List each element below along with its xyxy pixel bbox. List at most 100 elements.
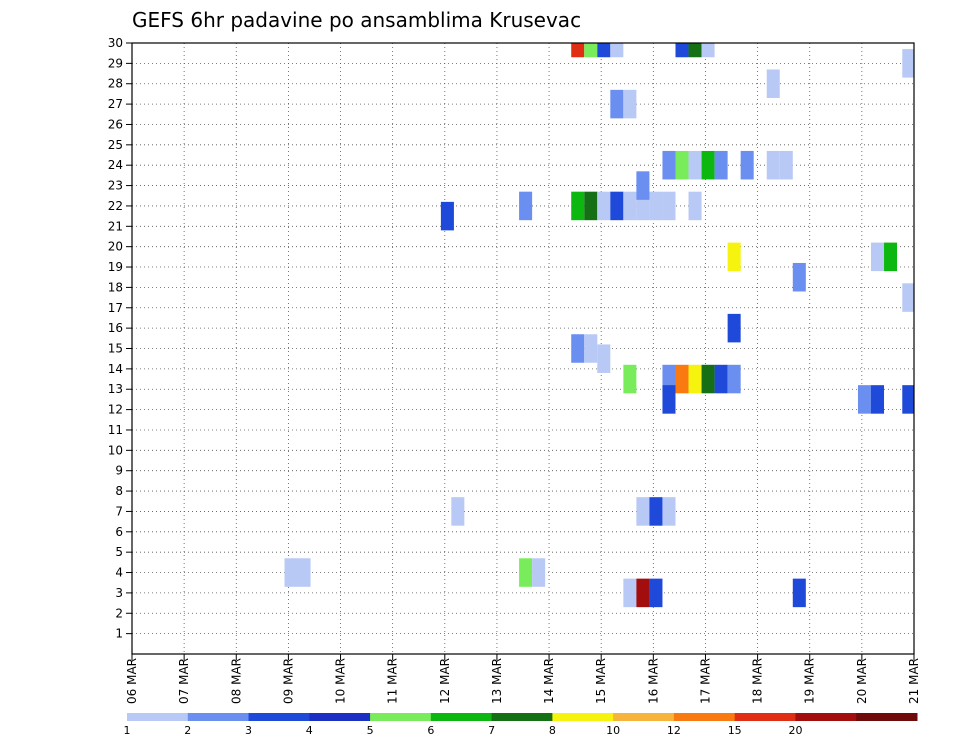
y-tick-label: 18 xyxy=(108,280,123,294)
x-tick-label: 19 MAR xyxy=(803,658,817,704)
y-tick-label: 19 xyxy=(108,260,123,274)
legend-swatch xyxy=(734,713,796,721)
data-cell xyxy=(675,364,689,394)
data-cell xyxy=(662,150,676,180)
legend-swatch xyxy=(430,713,493,721)
y-tick-label: 8 xyxy=(115,484,123,498)
chart-title: GEFS 6hr padavine po ansamblima Krusevac xyxy=(132,8,581,32)
y-tick-label: 27 xyxy=(108,97,123,111)
legend-label: 6 xyxy=(427,724,434,737)
legend-label: 4 xyxy=(306,724,313,737)
data-cell xyxy=(884,242,898,272)
legend-swatch xyxy=(673,713,736,721)
legend-label: 8 xyxy=(549,724,556,737)
y-tick-label: 21 xyxy=(108,219,123,233)
legend-swatch xyxy=(309,713,371,721)
x-tick-label: 11 MAR xyxy=(386,658,400,704)
y-tick-label: 17 xyxy=(108,301,123,315)
legend-swatch xyxy=(613,713,675,721)
data-cell xyxy=(284,558,298,587)
y-tick-label: 16 xyxy=(108,321,123,335)
data-cell xyxy=(714,364,728,394)
x-tick-label: 13 MAR xyxy=(490,658,504,704)
data-cell xyxy=(623,364,637,394)
data-cell xyxy=(688,43,702,58)
data-cell xyxy=(649,497,663,526)
legend-label: 7 xyxy=(488,724,495,737)
y-tick-label: 23 xyxy=(108,179,123,193)
y-tick-label: 26 xyxy=(108,117,123,131)
y-tick-label: 13 xyxy=(108,382,123,396)
data-cell xyxy=(688,150,702,180)
y-tick-label: 10 xyxy=(108,443,123,457)
data-cell xyxy=(701,150,715,180)
data-cell xyxy=(902,385,914,414)
data-cell xyxy=(675,150,689,180)
data-cell xyxy=(727,364,741,394)
data-cell xyxy=(584,191,598,221)
data-cell xyxy=(649,191,663,221)
data-cell xyxy=(571,43,585,58)
legend-swatch xyxy=(491,713,553,721)
legend-label: 10 xyxy=(606,724,620,737)
legend-swatch xyxy=(187,713,250,721)
x-tick-label: 09 MAR xyxy=(281,658,295,704)
data-cell xyxy=(440,201,454,231)
x-tick-label: 16 MAR xyxy=(646,658,660,704)
data-cell xyxy=(623,191,637,221)
data-cell xyxy=(519,558,533,587)
legend-swatch xyxy=(552,713,614,721)
data-cell xyxy=(727,242,741,272)
data-cell xyxy=(636,171,650,200)
data-cell xyxy=(662,385,676,414)
y-tick-label: 9 xyxy=(115,464,123,478)
legend-label: 3 xyxy=(245,724,252,737)
legend-label: 5 xyxy=(367,724,374,737)
x-tick-label: 21 MAR xyxy=(907,658,921,704)
legend-swatch xyxy=(795,713,857,721)
x-tick-label: 17 MAR xyxy=(698,658,712,704)
data-cell xyxy=(571,334,585,363)
y-tick-label: 5 xyxy=(115,545,123,559)
x-tick-label: 15 MAR xyxy=(594,658,608,704)
legend-label: 20 xyxy=(788,724,802,737)
data-cell xyxy=(597,191,611,221)
legend-swatch xyxy=(127,713,189,721)
data-cell xyxy=(727,313,741,343)
x-tick-label: 08 MAR xyxy=(229,658,243,704)
y-tick-label: 6 xyxy=(115,525,123,539)
legend-swatch xyxy=(370,713,432,721)
y-tick-label: 15 xyxy=(108,342,123,356)
x-tick-label: 18 MAR xyxy=(751,658,765,704)
y-tick-label: 29 xyxy=(108,56,123,70)
data-cells xyxy=(284,43,914,608)
data-cell xyxy=(636,497,650,526)
y-tick-label: 1 xyxy=(115,627,123,641)
data-cell xyxy=(675,43,689,58)
y-tick-label: 12 xyxy=(108,403,123,417)
data-cell xyxy=(779,150,793,180)
data-cell xyxy=(740,150,754,180)
data-cell xyxy=(792,578,806,608)
x-tick-label: 12 MAR xyxy=(438,658,452,704)
data-cell xyxy=(610,191,624,221)
y-tick-label: 28 xyxy=(108,77,123,91)
data-cell xyxy=(571,191,585,221)
legend-label: 2 xyxy=(184,724,191,737)
y-tick-label: 3 xyxy=(115,586,123,600)
data-cell xyxy=(701,364,715,394)
y-tick-label: 30 xyxy=(108,36,123,50)
data-cell xyxy=(610,43,624,58)
data-cell xyxy=(597,344,611,373)
data-cell xyxy=(870,242,885,272)
legend-label: 15 xyxy=(728,724,742,737)
data-cell xyxy=(662,191,676,221)
x-tick-label: 20 MAR xyxy=(855,658,869,704)
y-tick-label: 25 xyxy=(108,138,123,152)
data-cell xyxy=(636,578,650,608)
y-tick-label: 11 xyxy=(108,423,123,437)
data-cell xyxy=(584,334,598,363)
legend-label: 1 xyxy=(124,724,131,737)
data-cell xyxy=(714,150,728,180)
x-tick-label: 06 MAR xyxy=(125,658,139,704)
